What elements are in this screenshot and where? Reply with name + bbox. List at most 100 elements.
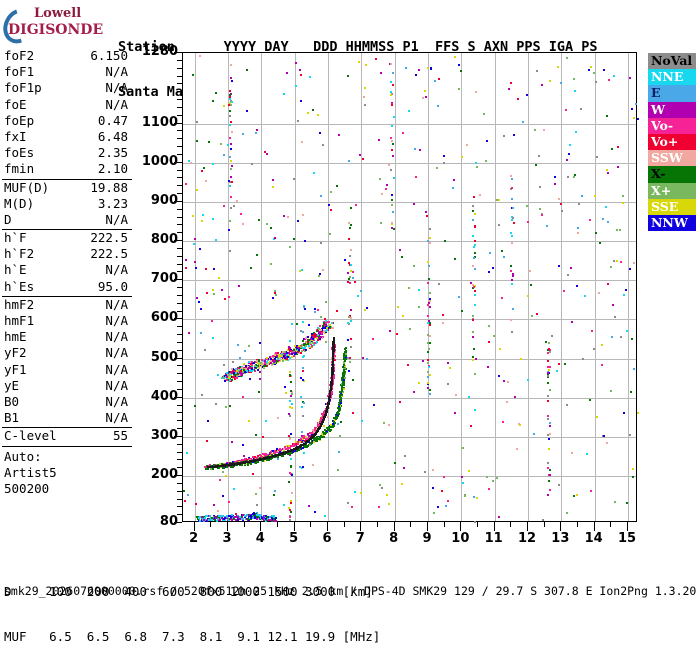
data-point <box>256 361 259 364</box>
y-axis-tick <box>174 358 182 359</box>
data-point <box>229 96 231 99</box>
legend-item-sse[interactable]: SSE <box>648 198 696 215</box>
data-point <box>264 357 267 360</box>
polarization-legend[interactable]: NoVal NNE E W Vo- Vo+ SSW X- X+ SSE NNW <box>648 53 696 232</box>
data-point <box>498 198 500 201</box>
data-point <box>316 338 319 341</box>
data-point <box>274 490 277 493</box>
data-point <box>316 327 319 330</box>
data-point <box>350 505 353 508</box>
data-point <box>278 450 281 453</box>
x-axis-ticks <box>182 522 637 531</box>
data-point <box>313 334 315 337</box>
data-point <box>300 346 302 349</box>
legend-item-nnw[interactable]: NNW <box>648 214 696 232</box>
data-point <box>427 334 430 336</box>
data-point <box>427 281 430 284</box>
data-point <box>288 434 291 437</box>
data-point <box>310 332 313 335</box>
data-point <box>563 290 566 293</box>
data-point <box>231 466 234 469</box>
data-point <box>601 364 603 367</box>
data-point <box>214 239 217 242</box>
legend-item-vo-[interactable]: Vo- <box>648 117 696 134</box>
data-point <box>322 325 325 328</box>
data-point <box>502 255 505 258</box>
data-point <box>248 517 251 520</box>
data-point <box>359 290 362 293</box>
data-point <box>364 104 367 107</box>
data-point <box>302 346 305 349</box>
data-point <box>220 466 223 469</box>
data-point <box>230 378 233 381</box>
data-point <box>427 319 430 322</box>
data-point <box>237 369 240 372</box>
data-point <box>320 418 322 421</box>
data-point <box>288 352 291 355</box>
data-point <box>396 306 399 308</box>
data-point <box>208 515 211 517</box>
legend-item-nne[interactable]: NNE <box>648 69 696 86</box>
data-point <box>320 242 323 245</box>
data-point <box>287 452 290 455</box>
y-axis-minor-tick <box>177 389 182 390</box>
data-point <box>549 489 551 492</box>
data-point <box>631 107 633 110</box>
data-point <box>346 502 349 504</box>
data-point <box>338 133 340 136</box>
data-point <box>319 328 322 331</box>
legend-item-x-[interactable]: X- <box>648 166 696 183</box>
data-point <box>566 274 569 277</box>
data-point <box>441 314 444 316</box>
param-row: B0 N/A <box>2 394 132 410</box>
data-point <box>224 475 227 478</box>
data-point <box>212 468 214 470</box>
param-row: hmE N/A <box>2 329 132 345</box>
ionogram-plot[interactable] <box>182 52 640 523</box>
data-point <box>186 493 189 496</box>
legend-item-vo-[interactable]: Vo+ <box>648 133 696 151</box>
x-axis-tick-label: 13 <box>551 531 570 546</box>
legend-item-w[interactable]: W <box>648 101 696 118</box>
data-point <box>547 438 550 440</box>
data-point <box>290 474 293 477</box>
data-point <box>326 404 329 407</box>
y-axis-tick-label: 900 <box>150 192 178 208</box>
data-point <box>265 152 268 155</box>
data-point <box>334 419 337 422</box>
data-point <box>218 462 221 465</box>
data-point <box>341 372 344 375</box>
data-point <box>254 364 257 367</box>
legend-item-ssw[interactable]: SSW <box>648 150 696 167</box>
param-value: N/A <box>105 296 128 312</box>
data-point <box>196 121 199 123</box>
data-point <box>301 438 304 441</box>
data-point <box>228 229 231 232</box>
data-point <box>341 381 344 384</box>
data-point <box>271 363 274 366</box>
data-point <box>396 332 399 335</box>
data-point <box>475 161 478 164</box>
data-point <box>270 226 273 229</box>
data-point <box>473 213 476 216</box>
legend-item-x-[interactable]: X+ <box>648 182 696 199</box>
legend-item-e[interactable]: E <box>648 85 696 102</box>
data-point <box>630 337 633 340</box>
data-point <box>239 357 241 359</box>
data-point <box>289 464 292 467</box>
data-point <box>454 258 457 260</box>
data-point <box>613 74 616 77</box>
data-point <box>318 421 321 424</box>
data-point <box>242 363 245 366</box>
data-point <box>426 376 429 379</box>
legend-item-noval[interactable]: NoVal <box>648 53 696 70</box>
data-point <box>277 417 279 420</box>
data-point <box>526 294 529 297</box>
data-point <box>454 394 457 396</box>
data-point <box>571 320 574 323</box>
data-point <box>297 119 300 122</box>
data-point <box>333 417 336 420</box>
y-axis-minor-tick <box>177 506 182 507</box>
data-point <box>254 366 257 369</box>
data-point <box>221 517 224 520</box>
